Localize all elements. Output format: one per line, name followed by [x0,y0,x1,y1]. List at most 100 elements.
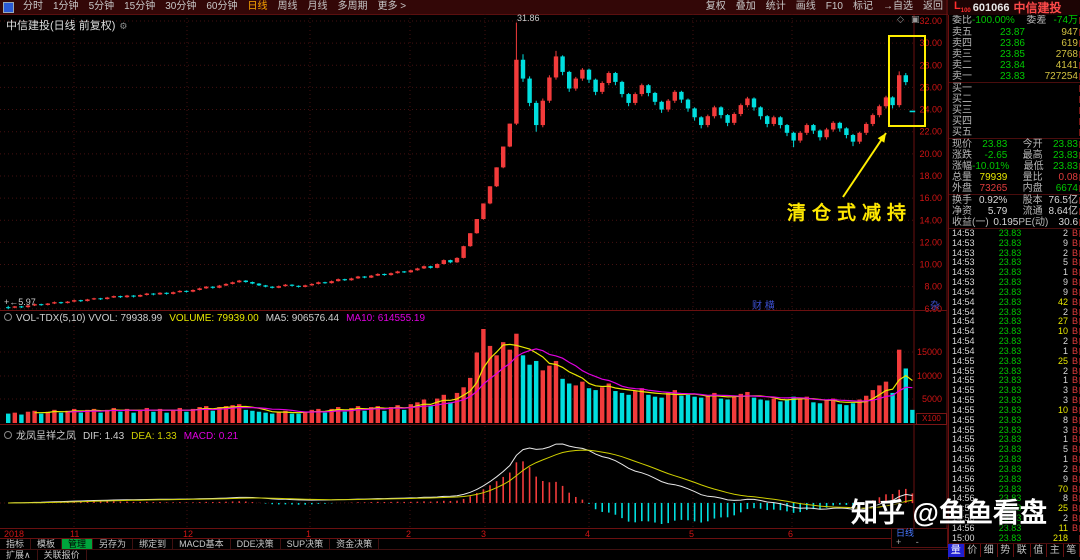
indicator-value: MA5: 906576.44 [266,313,339,324]
quote-label: 外盘 [952,183,972,194]
indicator-value: VOL-TDX(5,10) VVOL: 79938.99 [16,313,162,324]
quote-label: 总量 [952,172,972,183]
chart-title: 中信建投(日线 前复权)⚙ [6,17,127,33]
watermark: 知乎 @鱼鱼看盘 [851,491,1047,530]
panel-tab[interactable]: 联 [1014,544,1031,557]
quote-label: 今开 [1007,139,1042,150]
diff-label: 委差 [1015,15,1047,27]
panel-tab[interactable]: 价 [965,544,982,557]
period-zoom-box: 日线 + - [891,528,948,548]
quote-panel-tabs: 量价细势联值主笔 [948,543,1080,557]
zoom-in-out-buttons[interactable]: + - [892,538,947,547]
svg-text:26.00: 26.00 [919,82,942,92]
level-label: 卖五 [952,27,972,38]
candlestick-chart[interactable]: 32.0030.0028.0026.0024.0022.0020.0018.00… [0,0,948,559]
quote-label: 内盘 [1007,183,1042,194]
panel-tab[interactable]: 势 [998,544,1015,557]
bid-row: 买一 [949,83,1080,94]
level-volume: 727254 [1025,71,1078,82]
indicator-collapse-icon[interactable] [4,313,12,321]
svg-text:14.00: 14.00 [919,215,942,225]
panel-tab[interactable]: 细 [981,544,998,557]
svg-text:10.00: 10.00 [919,260,942,270]
volume-unit-badge: X100 [916,413,947,425]
svg-text:30.00: 30.00 [919,38,942,48]
bid-row: 买二 [949,94,1080,105]
quote-label: 现价 [952,139,972,150]
quote-label: 收益(一) [952,217,989,228]
quote-value: 5.79 [972,206,1007,217]
panel-tab[interactable]: 主 [1047,544,1064,557]
quote-label: 净资 [952,206,972,217]
indicator-value: 龙凤呈祥之凤 [16,431,76,442]
callout-text: 清仓式减持 [787,198,912,225]
stock-code: 601066 [973,2,1010,14]
level-label: 卖一 [952,71,972,82]
quote-label: 量比 [1007,172,1042,183]
indicator-value: VOLUME: 79939.00 [169,313,259,324]
quote-value: 23.83 [972,139,1007,150]
quote-label: PE(动) [1018,217,1048,228]
stock-header: L100 601066 中信建投 [948,0,1080,15]
quote-value: 8.64亿 [1043,206,1078,217]
level-label: 买二 [952,94,972,105]
level-price: 23.83 [972,71,1025,82]
quote-label: 涨幅 [952,161,972,172]
quote-value: 23.83 [1044,161,1078,172]
quote-value: 0.195 [989,217,1019,228]
level-price: 23.84 [972,60,1025,71]
quote-label: 换手 [952,195,972,206]
level-volume: 619 [1025,38,1078,49]
level-label: 买三 [952,105,972,116]
level-label: 卖三 [952,49,972,60]
diff-value: -74万 [1046,15,1078,27]
svg-text:20.00: 20.00 [919,149,942,159]
level-label: 买五 [952,127,972,138]
chart-misc-label: 杂 [930,297,940,312]
level-volume: 4141 [1025,60,1078,71]
quote-value: 6674 [1043,183,1078,194]
indicator-value: MACD: 0.21 [184,431,238,442]
svg-text:18.00: 18.00 [919,171,942,181]
level-volume: 947 [1025,27,1078,38]
indicator-collapse-icon[interactable] [4,431,12,439]
panel-tab[interactable]: 量 [948,544,965,557]
quote-value: 0.92% [972,195,1007,206]
level-label: 买一 [952,83,972,94]
svg-text:8.00: 8.00 [924,282,942,292]
svg-text:24.00: 24.00 [919,105,942,115]
panel-tab[interactable]: 值 [1031,544,1048,557]
quote-value: -10.01% [972,161,1009,172]
bottom-toolbar-row2: 扩展∧关联报价 [0,549,948,560]
indicator-value: MA10: 614555.19 [346,313,425,324]
stock-name: 中信建投 [1013,0,1061,16]
panel-tab[interactable]: 笔 [1064,544,1080,557]
volume-pane-header: VOL-TDX(5,10) VVOL: 79938.99 VOLUME: 7993… [4,313,432,324]
gear-icon[interactable]: ⚙ [119,21,127,31]
svg-text:5000: 5000 [922,394,942,404]
quote-value: 79939 [972,172,1007,183]
indicator-value: DIF: 1.43 [83,431,124,442]
tick-direction-flag: B [1068,524,1078,534]
expand-frame-icon[interactable]: ▣ [911,14,920,25]
svg-text:15000: 15000 [917,347,942,357]
quote-value: 0.08 [1043,172,1078,183]
svg-text:12.00: 12.00 [919,237,942,247]
bid-row: 买五 [949,127,1080,138]
quote-value: 73265 [972,183,1007,194]
level-volume: 2768 [1025,49,1078,60]
level-label: 买四 [952,116,972,127]
mark-diamond-icon[interactable]: ◇ [897,14,904,25]
